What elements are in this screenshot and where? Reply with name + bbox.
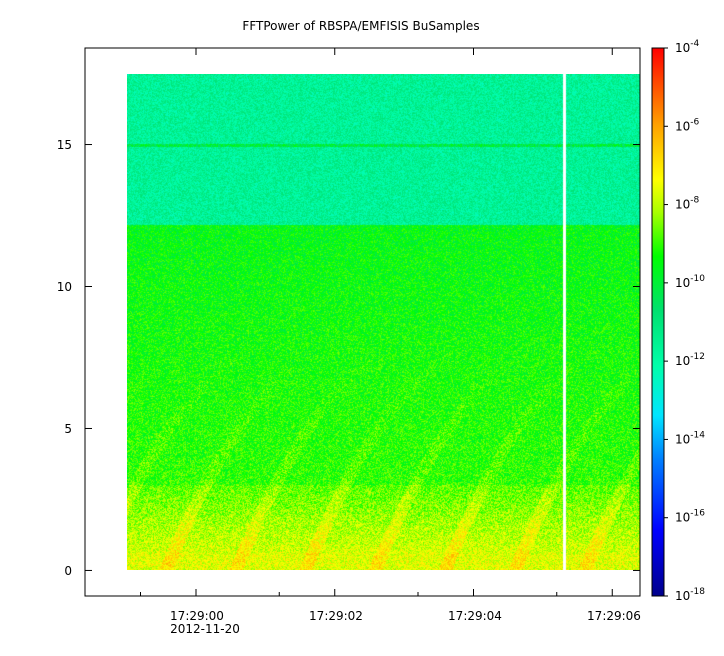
plot-frame: [84, 47, 641, 597]
spectrogram-image: [127, 74, 640, 570]
chart-title: FFTPower of RBSPA/EMFISIS BuSamples: [242, 19, 479, 33]
x-tick-label-time-0: 17:29:00: [170, 609, 224, 623]
y-tick-label-10: 10: [57, 280, 72, 294]
y-tick-label-5: 5: [64, 422, 72, 436]
x-tick-label-date-0: 2012-11-20: [170, 622, 240, 636]
colorbar-tick-label: 10-6: [675, 117, 700, 133]
x-axis: 17:29:00 2012-11-20 17:29:02 17:29:04 17…: [170, 609, 641, 636]
colorbar-gradient: [651, 47, 665, 597]
x-tick-label-time-2: 17:29:04: [448, 609, 502, 623]
y-axis: 0 5 10 15: [57, 138, 72, 578]
colorbar-tick-label: 10-18: [675, 587, 705, 603]
y-tick-label-0: 0: [64, 564, 72, 578]
colorbar-tick-label: 10-14: [675, 430, 705, 446]
x-tick-label-time-1: 17:29:02: [309, 609, 363, 623]
colorbar: 10-4 10-6 10-8 10-10 10-12 10-14 10-16 10-18: [651, 39, 705, 603]
colorbar-tick-label: 10-16: [675, 509, 705, 525]
colorbar-tick-label: 10-10: [675, 274, 705, 290]
colorbar-tick-label: 10-8: [675, 196, 700, 212]
y-tick-label-15: 15: [57, 138, 72, 152]
colorbar-tick-label: 10-4: [675, 39, 700, 55]
colorbar-tick-label: 10-12: [675, 352, 705, 368]
x-tick-label-time-3: 17:29:06: [587, 609, 641, 623]
spectrogram-raster: [127, 74, 640, 570]
